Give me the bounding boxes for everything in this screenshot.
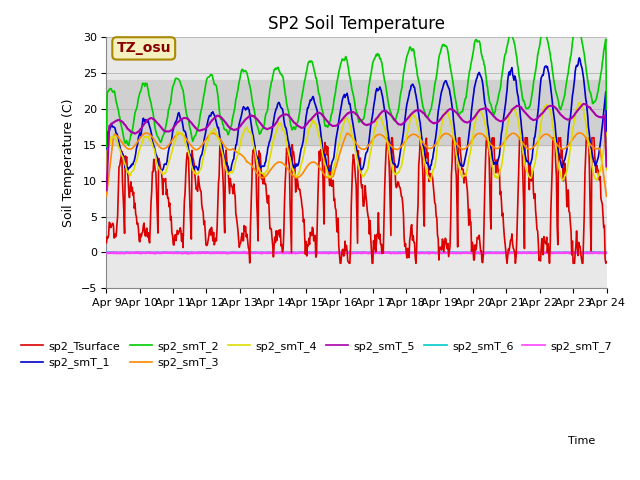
- sp2_smT_1: [214, 125, 221, 131]
- sp2_smT_7: [418, 250, 426, 256]
- sp2_smT_3: [163, 144, 171, 150]
- sp2_Tsurface: [112, 234, 120, 240]
- sp2_smT_3: [214, 133, 221, 139]
- sp2_smT_6: [159, 250, 167, 256]
- sp2_smT_4: [417, 139, 425, 144]
- sp2_smT_6: [112, 249, 120, 255]
- sp2_Tsurface: [163, 187, 171, 192]
- sp2_smT_6: [241, 250, 249, 256]
- sp2_smT_5: [163, 129, 171, 134]
- Bar: [106, 80, 607, 145]
- sp2_smT_2: [417, 91, 425, 96]
- sp2_smT_3: [417, 137, 425, 143]
- sp2_smT_6: [418, 250, 426, 255]
- sp2_smT_4: [241, 128, 248, 133]
- sp2_smT_4: [575, 100, 583, 106]
- sp2_smT_5: [431, 120, 439, 126]
- sp2_smT_3: [431, 142, 439, 147]
- sp2_smT_5: [417, 108, 425, 114]
- sp2_smT_6: [432, 250, 440, 256]
- sp2_smT_4: [431, 160, 439, 166]
- sp2_Tsurface: [419, 157, 426, 163]
- Line: sp2_smT_5: sp2_smT_5: [106, 104, 607, 190]
- sp2_Tsurface: [214, 203, 221, 209]
- Line: sp2_smT_3: sp2_smT_3: [106, 133, 607, 196]
- sp2_smT_5: [241, 118, 248, 124]
- sp2_smT_4: [112, 136, 120, 142]
- sp2_smT_7: [432, 250, 440, 256]
- sp2_smT_3: [241, 155, 248, 160]
- sp2_smT_2: [603, 106, 611, 112]
- sp2_smT_7: [214, 250, 222, 256]
- sp2_Tsurface: [433, 216, 441, 221]
- sp2_smT_7: [241, 250, 249, 256]
- sp2_Tsurface: [383, 135, 391, 141]
- sp2_smT_7: [603, 250, 611, 256]
- sp2_smT_1: [431, 136, 439, 142]
- Legend: sp2_Tsurface, sp2_smT_1, sp2_smT_2, sp2_smT_3, sp2_smT_4, sp2_smT_5, sp2_smT_6, : sp2_Tsurface, sp2_smT_1, sp2_smT_2, sp2_…: [17, 336, 616, 373]
- sp2_smT_4: [214, 135, 221, 141]
- sp2_smT_1: [241, 105, 248, 110]
- Text: Time: Time: [568, 436, 595, 446]
- Line: sp2_smT_7: sp2_smT_7: [106, 252, 607, 253]
- sp2_smT_3: [603, 193, 611, 199]
- sp2_smT_1: [163, 159, 171, 165]
- sp2_Tsurface: [336, 260, 344, 266]
- sp2_smT_2: [431, 78, 439, 84]
- Title: SP2 Soil Temperature: SP2 Soil Temperature: [268, 15, 445, 33]
- sp2_smT_6: [589, 249, 597, 255]
- sp2_smT_2: [102, 144, 110, 150]
- Line: sp2_smT_4: sp2_smT_4: [106, 103, 607, 186]
- sp2_smT_2: [112, 95, 120, 100]
- sp2_smT_6: [102, 249, 110, 255]
- Text: TZ_osu: TZ_osu: [116, 41, 171, 55]
- sp2_smT_5: [112, 119, 120, 124]
- sp2_smT_2: [214, 92, 221, 97]
- sp2_smT_2: [241, 68, 248, 74]
- Line: sp2_smT_1: sp2_smT_1: [106, 58, 607, 174]
- sp2_smT_1: [102, 171, 110, 177]
- Line: sp2_smT_2: sp2_smT_2: [106, 25, 607, 147]
- sp2_smT_6: [214, 250, 222, 256]
- sp2_smT_5: [603, 164, 611, 169]
- sp2_smT_3: [575, 130, 583, 136]
- sp2_smT_7: [163, 250, 171, 256]
- sp2_Tsurface: [603, 259, 611, 265]
- sp2_smT_3: [112, 132, 120, 137]
- sp2_smT_2: [163, 117, 171, 122]
- sp2_smT_4: [603, 167, 611, 173]
- sp2_smT_7: [440, 249, 448, 255]
- Line: sp2_smT_6: sp2_smT_6: [106, 252, 607, 253]
- sp2_smT_7: [112, 250, 120, 256]
- sp2_smT_5: [580, 101, 588, 107]
- sp2_smT_6: [603, 249, 611, 255]
- sp2_Tsurface: [241, 223, 248, 228]
- sp2_smT_5: [102, 187, 110, 193]
- sp2_smT_1: [112, 128, 120, 133]
- sp2_smT_4: [163, 166, 171, 171]
- sp2_smT_5: [214, 113, 221, 119]
- sp2_smT_1: [417, 127, 425, 132]
- sp2_smT_6: [164, 250, 172, 255]
- sp2_smT_4: [102, 183, 110, 189]
- sp2_smT_7: [185, 251, 193, 256]
- sp2_smT_3: [102, 193, 110, 199]
- sp2_smT_1: [575, 55, 583, 60]
- sp2_smT_2: [574, 23, 582, 28]
- sp2_smT_7: [102, 250, 110, 256]
- sp2_smT_1: [603, 140, 611, 145]
- Line: sp2_Tsurface: sp2_Tsurface: [106, 138, 607, 263]
- sp2_Tsurface: [102, 240, 110, 245]
- Y-axis label: Soil Temperature (C): Soil Temperature (C): [62, 98, 75, 227]
